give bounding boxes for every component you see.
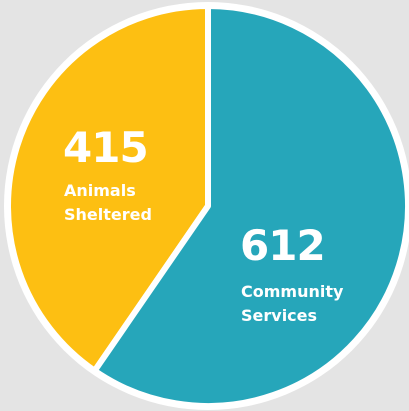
slice-value-community-services: 612 (240, 221, 325, 270)
slice-label-animals-sheltered-line2: Sheltered (64, 205, 152, 224)
slice-label-community-services-line2: Services (241, 306, 317, 325)
slice-label-animals-sheltered-line1: Animals (64, 181, 136, 200)
slice-community-services (91, 3, 409, 409)
pie-slices (5, 3, 409, 409)
slice-value-animals-sheltered: 415 (63, 123, 148, 172)
slice-label-community-services-line1: Community (241, 282, 344, 301)
slice-animals-sheltered (5, 3, 211, 374)
pie-labels: 415 Animals Sheltered 612 Community Serv… (63, 123, 344, 325)
